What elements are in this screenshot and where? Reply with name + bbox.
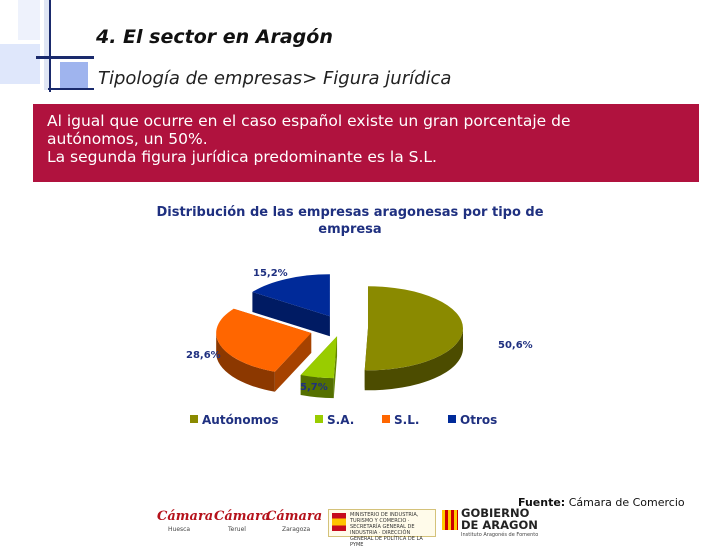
chart-title-line: Distribución de las empresas aragonesas … xyxy=(156,205,543,220)
camara-zaragoza-logo: Cámara xyxy=(266,509,323,524)
aragon-emblem-icon xyxy=(442,510,458,530)
legend-swatch xyxy=(448,415,456,423)
pie-slice-sa xyxy=(300,336,338,399)
aragon-subtitle: Instituto Aragonés de Fomento xyxy=(461,532,539,538)
summary-banner: Al igual que ocurre en el caso español e… xyxy=(33,104,699,182)
source-value: Cámara de Comercio xyxy=(568,496,685,509)
banner-line: autónomos, un 50%. xyxy=(47,130,208,148)
spain-flag-icon xyxy=(332,513,346,531)
aragon-line: GOBIERNO xyxy=(461,506,530,520)
page-subtitle: Tipología de empresas> Figura jurídica xyxy=(98,68,452,89)
data-label: 15,2% xyxy=(253,268,288,279)
banner-line: La segunda figura jurídica predominante … xyxy=(47,148,437,166)
camara-huesca-logo: Cámara xyxy=(157,509,214,524)
legend-swatch xyxy=(315,415,323,423)
legend-swatch xyxy=(190,415,198,423)
aragon-logo-text: GOBIERNO DE ARAGON xyxy=(461,507,538,531)
data-label: 28,6% xyxy=(186,350,221,361)
legend-swatch xyxy=(382,415,390,423)
legend-label: S.A. xyxy=(327,413,354,427)
pie-slice-otros xyxy=(252,274,330,337)
banner-line: Al igual que ocurre en el caso español e… xyxy=(47,112,571,130)
logo-caption: Huesca xyxy=(168,526,191,533)
source-label: Fuente: xyxy=(518,496,566,509)
chart-title-line: empresa xyxy=(318,222,381,237)
section-title: 4. El sector en Aragón xyxy=(96,26,333,48)
ministry-text: MINISTERIO DE INDUSTRIA, TURISMO Y COMER… xyxy=(350,512,423,548)
ministry-logo xyxy=(328,509,436,537)
logo-caption: Zaragoza xyxy=(282,526,311,533)
data-label: 5,7% xyxy=(300,382,328,393)
pie-slice-autnomos xyxy=(364,286,463,391)
data-label: 50,6% xyxy=(498,340,533,351)
camara-teruel-logo: Cámara xyxy=(214,509,271,524)
pie-slice-sl xyxy=(216,308,312,392)
legend-label: Otros xyxy=(460,413,497,427)
legend-label: Autónomos xyxy=(202,413,279,427)
source-note: Fuente: Cámara de Comercio xyxy=(518,496,685,509)
logo-caption: Teruel xyxy=(228,526,246,533)
legend-label: S.L. xyxy=(394,413,419,427)
aragon-line: DE ARAGON xyxy=(461,518,538,532)
